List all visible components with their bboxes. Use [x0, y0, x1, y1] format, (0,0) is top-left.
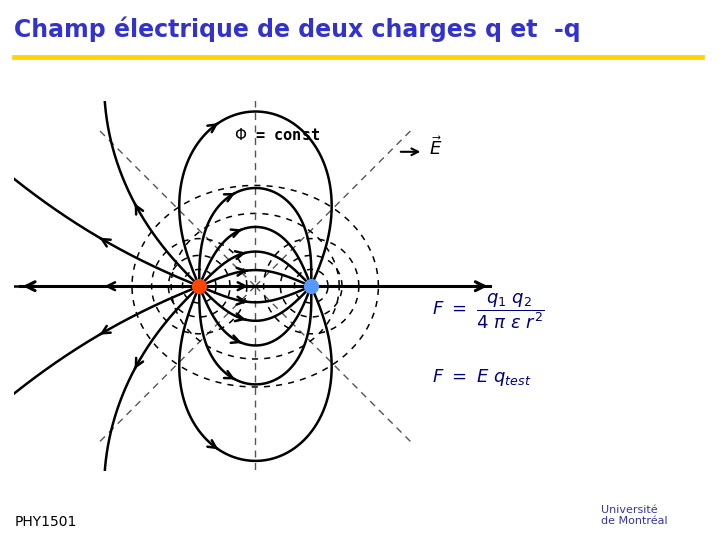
Text: PHY1501: PHY1501 — [14, 515, 77, 529]
Text: Université
de Montréal: Université de Montréal — [601, 505, 668, 526]
Text: $F\ =\ E\ q_{test}$: $F\ =\ E\ q_{test}$ — [432, 367, 531, 388]
Text: $\Phi$ = const: $\Phi$ = const — [235, 127, 320, 144]
Text: $\vec{E}$: $\vec{E}$ — [429, 136, 442, 159]
Text: Champ électrique de deux charges q et  -q: Champ électrique de deux charges q et -q — [14, 16, 581, 42]
Text: $F\ =\ \dfrac{q_1\ q_2}{4\ \pi\ \varepsilon\ r^2}$: $F\ =\ \dfrac{q_1\ q_2}{4\ \pi\ \varepsi… — [432, 292, 544, 332]
